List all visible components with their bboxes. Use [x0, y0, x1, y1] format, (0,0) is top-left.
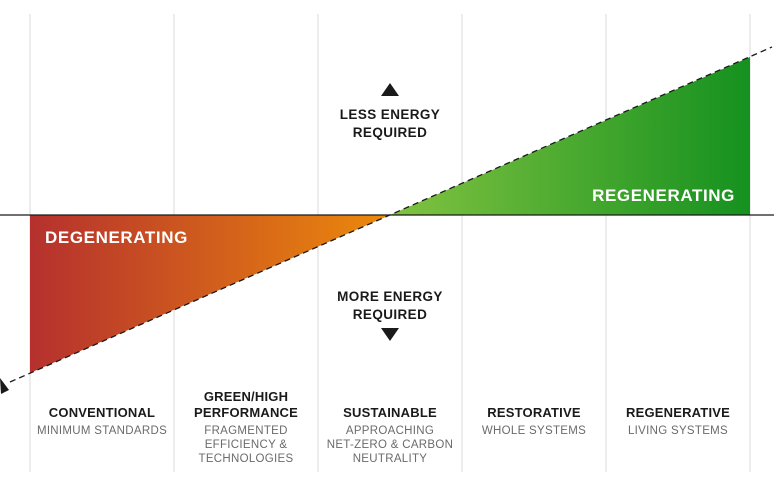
more-energy-line2: REQUIRED	[353, 307, 427, 322]
stage-subtitle: TECHNOLOGIES	[199, 453, 294, 465]
stage-subtitle: NEUTRALITY	[353, 453, 428, 465]
stage-title: REGENERATIVE	[626, 405, 730, 420]
trend-line	[9, 46, 773, 383]
stage-subtitle: FRAGMENTED	[204, 425, 288, 437]
arrow-up-icon	[381, 83, 399, 96]
arrow-down-icon	[381, 328, 399, 341]
less-energy-line1: LESS ENERGY	[340, 107, 440, 122]
stage-subtitle: MINIMUM STANDARDS	[37, 425, 167, 437]
stage-title: CONVENTIONAL	[49, 405, 155, 420]
stage-labels: CONVENTIONAL MINIMUM STANDARDS GREEN/HIGHP…	[37, 389, 730, 465]
regenerating-label: REGENERATING	[592, 186, 735, 205]
stage-subtitle: EFFICIENCY &	[205, 439, 288, 451]
stage-subtitle: LIVING SYSTEMS	[628, 425, 728, 437]
less-energy-line2: REQUIRED	[353, 125, 427, 140]
stage-title: SUSTAINABLE	[343, 405, 437, 420]
trend-arrow-icon	[0, 378, 9, 394]
degenerating-label: DEGENERATING	[45, 228, 188, 247]
stage-subtitle: APPROACHING	[346, 425, 434, 437]
more-energy-line1: MORE ENERGY	[337, 289, 443, 304]
stage-title: PERFORMANCE	[194, 405, 298, 420]
stage-subtitle: NET-ZERO & CARBON	[327, 439, 454, 451]
stage-title: GREEN/HIGH	[204, 389, 288, 404]
stage-subtitle: WHOLE SYSTEMS	[482, 425, 586, 437]
stage-title: RESTORATIVE	[487, 405, 581, 420]
